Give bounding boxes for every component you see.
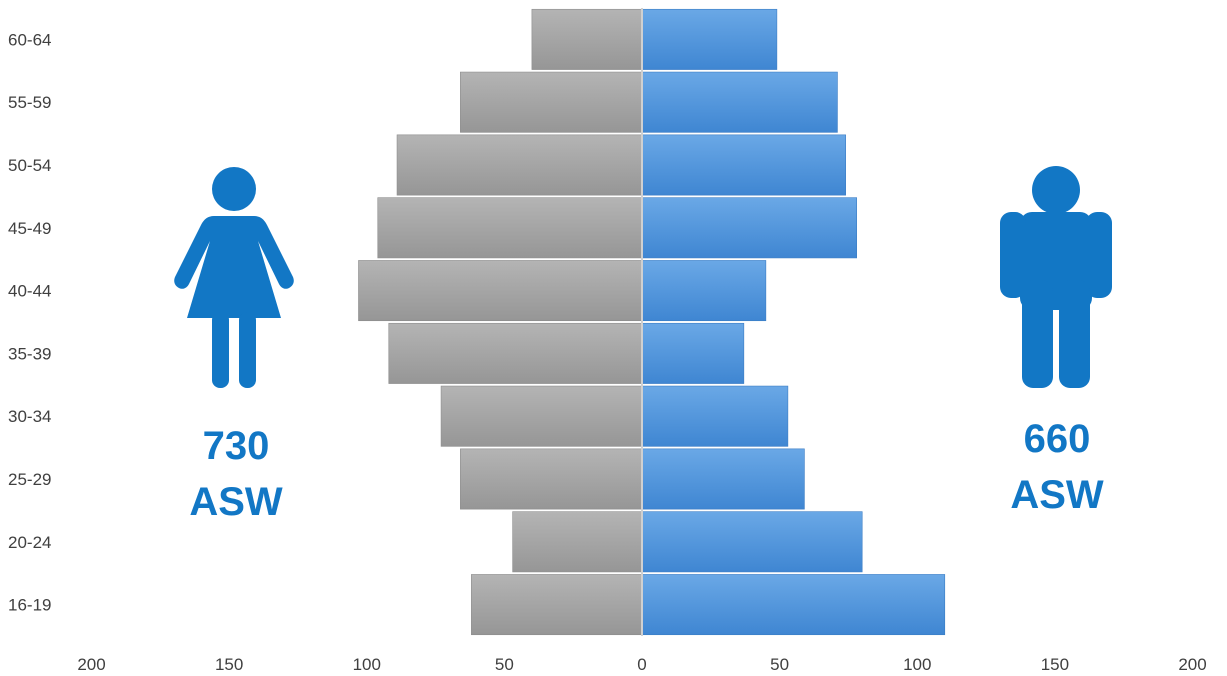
female-total-unit: ASW	[189, 480, 283, 524]
male-total-value: 660	[1024, 417, 1091, 461]
x-axis-tick-labels: 200 150 100 50 0 50 100 150 200	[77, 655, 1206, 674]
y-tick-label: 25-29	[8, 470, 51, 489]
right-bar-50-54	[641, 134, 846, 196]
right-bar-60-64	[641, 8, 778, 70]
x-tick-label: 200	[1178, 655, 1206, 674]
left-bar-45-49	[377, 197, 643, 259]
x-tick-label: 100	[903, 655, 931, 674]
right-bar-55-59	[641, 71, 838, 133]
x-tick-label: 0	[637, 655, 646, 674]
right-bar-16-19	[641, 574, 946, 636]
right-bar-45-49	[641, 197, 857, 259]
left-bar-60-64	[531, 8, 643, 70]
y-tick-label: 55-59	[8, 93, 51, 112]
y-tick-label: 40-44	[8, 282, 51, 301]
x-tick-label: 150	[215, 655, 243, 674]
male-total-unit: ASW	[1010, 473, 1104, 517]
left-bar-30-34	[440, 385, 643, 447]
right-bar-25-29	[641, 448, 805, 510]
left-bar-55-59	[460, 71, 643, 133]
right-bar-35-39	[641, 322, 745, 384]
left-bar-50-54	[396, 134, 643, 196]
y-tick-label: 35-39	[8, 344, 51, 363]
right-bar-30-34	[641, 385, 789, 447]
left-bar-35-39	[388, 322, 643, 384]
left-bar-20-24	[512, 511, 643, 573]
x-tick-label: 100	[353, 655, 381, 674]
left-bar-40-44	[358, 260, 643, 322]
x-tick-label: 50	[770, 655, 789, 674]
y-tick-label: 45-49	[8, 219, 51, 238]
right-bar-40-44	[641, 260, 767, 322]
y-tick-label: 16-19	[8, 596, 51, 615]
y-axis-tick-labels: 16-19 20-24 25-29 30-34 35-39 40-44 45-49 50-54…	[8, 30, 51, 614]
male-person-icon	[1000, 166, 1112, 388]
x-tick-label: 50	[495, 655, 514, 674]
female-total-value: 730	[203, 424, 270, 468]
left-bar-25-29	[460, 448, 643, 510]
left-bar-16-19	[471, 574, 643, 636]
y-tick-label: 30-34	[8, 407, 51, 426]
right-series-bars	[641, 8, 946, 636]
right-bar-20-24	[641, 511, 863, 573]
y-tick-label: 50-54	[8, 156, 51, 175]
left-series-bars	[358, 8, 643, 636]
y-tick-label: 60-64	[8, 30, 51, 49]
y-tick-label: 20-24	[8, 533, 51, 552]
x-tick-label: 150	[1041, 655, 1069, 674]
female-person-icon	[174, 167, 294, 388]
x-tick-label: 200	[77, 655, 105, 674]
